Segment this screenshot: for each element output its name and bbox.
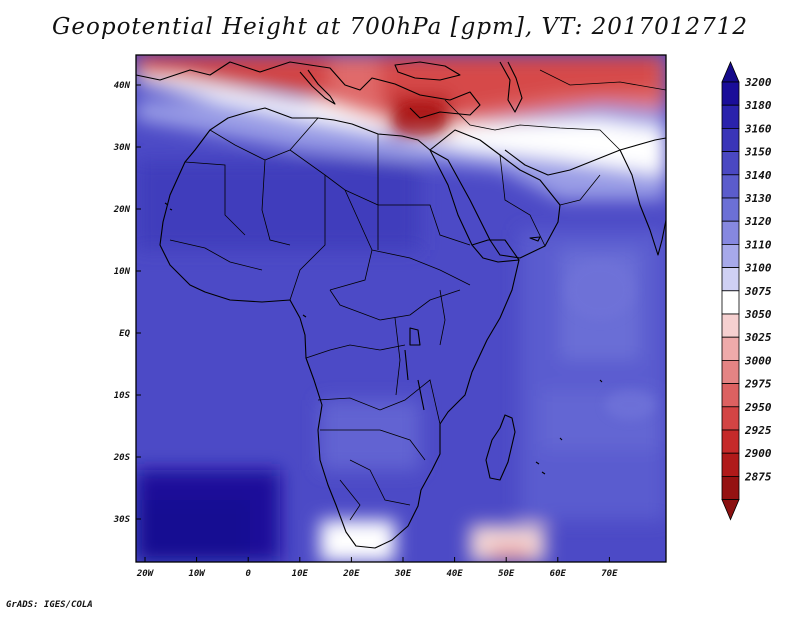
colorbar-swatch [721,359,740,384]
colorbar-label: 3075 [744,285,772,298]
colorbar-label: 3120 [744,215,772,228]
lat-tick-label: EQ [119,329,130,339]
colorbar-swatch [721,290,740,315]
colorbar-swatch [721,452,740,477]
lat-tick-label: 10N [114,267,131,277]
lat-tick-label: 20S [113,453,131,463]
colorbar-label: 2975 [744,378,772,391]
colorbar-label: 2900 [744,447,772,460]
colorbar-swatch [721,406,740,431]
footer-credit: GrADS: IGES/COLA [6,600,93,610]
colorbar-swatch [721,104,740,129]
colorbar-label: 3110 [744,238,772,251]
colorbar-swatch [721,383,740,408]
lon-tick-label: 70E [601,569,618,579]
colorbar-swatch [721,267,740,292]
colorbar: 3200 3180 3160 3150 3140 3130 3120 3110 3100 3075… [721,60,772,521]
colorbar-label: 3025 [744,331,772,344]
lon-tick-label: 50E [498,569,515,579]
geopotential-field [136,55,666,562]
plot-frame [135,54,667,563]
colorbar-label: 2950 [744,401,772,414]
colorbar-swatch [721,313,740,338]
colorbar-label: 3000 [744,354,772,367]
colorbar-swatch [721,151,740,176]
lat-tick-label: 10S [114,391,131,401]
lon-tick-label: 60E [550,569,567,579]
longitude-axis: 20W 10W 0 10E 20E 30E 40E 50E 60E 70E [136,557,618,579]
lon-tick-label: 20E [342,569,360,579]
lon-tick-label: 40E [446,569,463,579]
colorbar-swatch [721,243,740,268]
colorbar-label: 3180 [744,99,772,112]
lat-tick-label: 40N [114,81,131,91]
colorbar-label: 3130 [744,192,772,205]
colorbar-swatch [721,174,740,199]
lon-tick-label: 30E [394,569,412,579]
colorbar-swatch [721,429,740,454]
colorbar-top-arrow [721,60,740,83]
lat-tick-label: 30S [113,515,131,525]
coastlines [136,61,666,549]
colorbar-swatch [721,81,740,106]
lon-tick-label: 20W [136,569,155,579]
lat-tick-label: 30N [113,143,131,153]
colorbar-swatch [721,220,740,245]
map-title: Geopotential Height at 700hPa [gpm], VT:… [52,14,748,40]
colorbar-swatch [721,475,740,500]
colorbar-bottom-arrow [721,499,740,521]
country-borders [169,69,666,521]
colorbar-label: 3140 [744,169,772,182]
colorbar-swatch [721,336,740,361]
colorbar-label: 3150 [744,146,772,159]
colorbar-label: 3050 [744,308,772,321]
lat-tick-label: 20N [113,205,131,215]
colorbar-label: 3160 [744,122,772,135]
colorbar-swatch [721,197,740,222]
latitude-axis: 40N 30N 20N 10N EQ 10S 20S 30S [113,81,141,525]
colorbar-label: 3100 [744,262,772,275]
colorbar-swatch [721,127,740,152]
lon-tick-label: 0 [245,569,251,579]
colorbar-label: 3200 [744,76,772,89]
lon-tick-label: 10E [292,569,309,579]
lon-tick-label: 10W [188,569,206,579]
colorbar-label: 2925 [744,424,772,437]
colorbar-label: 2875 [744,470,772,483]
